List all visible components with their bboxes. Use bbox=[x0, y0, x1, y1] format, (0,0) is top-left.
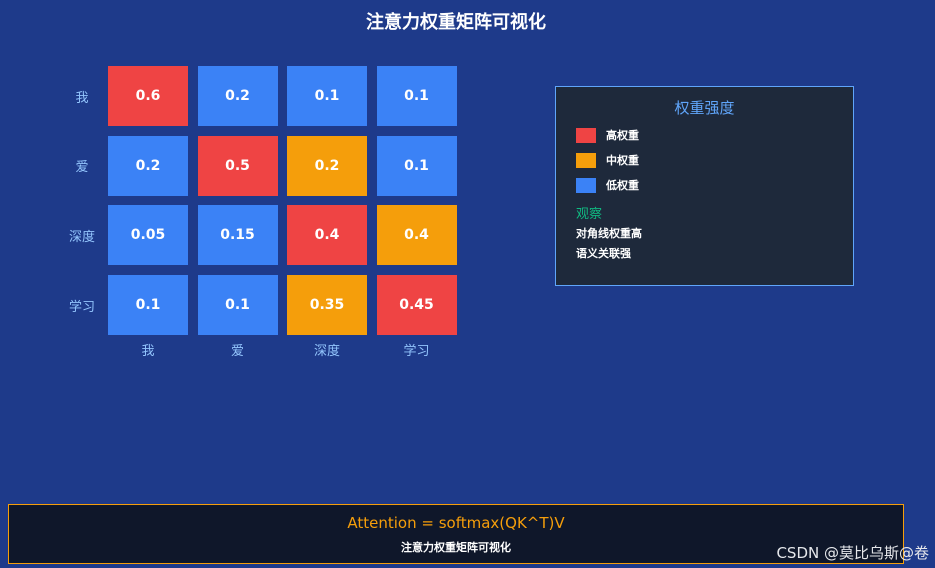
observation-line-2: 语义关联强 bbox=[576, 247, 631, 260]
heatmap-cell: 0.1 bbox=[197, 275, 278, 336]
legend-item-high: 高权重 bbox=[576, 127, 639, 143]
legend-label-medium: 中权重 bbox=[606, 154, 639, 167]
row-label: 深度 bbox=[68, 229, 95, 245]
row-label: 我 bbox=[75, 90, 89, 106]
heatmap-cell: 0.1 bbox=[376, 135, 457, 196]
heatmap-cell: 0.1 bbox=[376, 66, 457, 126]
legend-panel: 权重强度 高权重 中权重 低权重 观察 对角线权重高 语义关联强 bbox=[555, 86, 854, 286]
heatmap-cell: 0.05 bbox=[108, 205, 188, 266]
heatmap-cell: 0.2 bbox=[287, 135, 367, 196]
row-label: 学习 bbox=[68, 299, 95, 315]
legend-label-high: 高权重 bbox=[606, 129, 639, 142]
legend-title: 权重强度 bbox=[674, 99, 735, 117]
observation-line-1: 对角线权重高 bbox=[576, 227, 642, 240]
page-title: 注意力权重矩阵可视化 bbox=[366, 12, 546, 33]
legend-label-low: 低权重 bbox=[606, 179, 639, 192]
heatmap-cell: 0.15 bbox=[197, 205, 278, 266]
observation-title: 观察 bbox=[576, 207, 603, 222]
column-label: 深度 bbox=[313, 344, 340, 359]
heatmap-cell: 0.4 bbox=[376, 205, 457, 266]
row-label: 爱 bbox=[75, 160, 89, 176]
formula-text: Attention = softmax(QK^T)V bbox=[347, 514, 565, 532]
heatmap-cell: 0.4 bbox=[287, 205, 367, 266]
column-label: 学习 bbox=[403, 344, 430, 359]
heatmap-cell: 0.2 bbox=[197, 66, 278, 126]
heatmap-cell: 0.5 bbox=[197, 135, 278, 196]
legend-item-medium: 中权重 bbox=[576, 152, 639, 168]
column-label: 爱 bbox=[230, 344, 244, 359]
legend-swatch-low bbox=[576, 177, 596, 193]
heatmap-cell: 0.35 bbox=[287, 275, 367, 336]
legend-swatch-high bbox=[576, 127, 596, 143]
formula-box: Attention = softmax(QK^T)V 注意力权重矩阵可视化 bbox=[8, 504, 904, 564]
legend-item-low: 低权重 bbox=[576, 177, 639, 193]
heatmap-cell: 0.1 bbox=[108, 275, 188, 336]
legend-swatch-medium bbox=[576, 152, 596, 168]
watermark: CSDN @莫比乌斯@卷 bbox=[776, 544, 929, 562]
heatmap-cell: 0.2 bbox=[108, 135, 188, 196]
column-label: 我 bbox=[141, 344, 155, 359]
heatmap-cell: 0.1 bbox=[287, 66, 367, 126]
heatmap-cell: 0.6 bbox=[108, 66, 188, 126]
formula-subtitle: 注意力权重矩阵可视化 bbox=[401, 541, 511, 554]
heatmap-cell: 0.45 bbox=[376, 275, 457, 336]
